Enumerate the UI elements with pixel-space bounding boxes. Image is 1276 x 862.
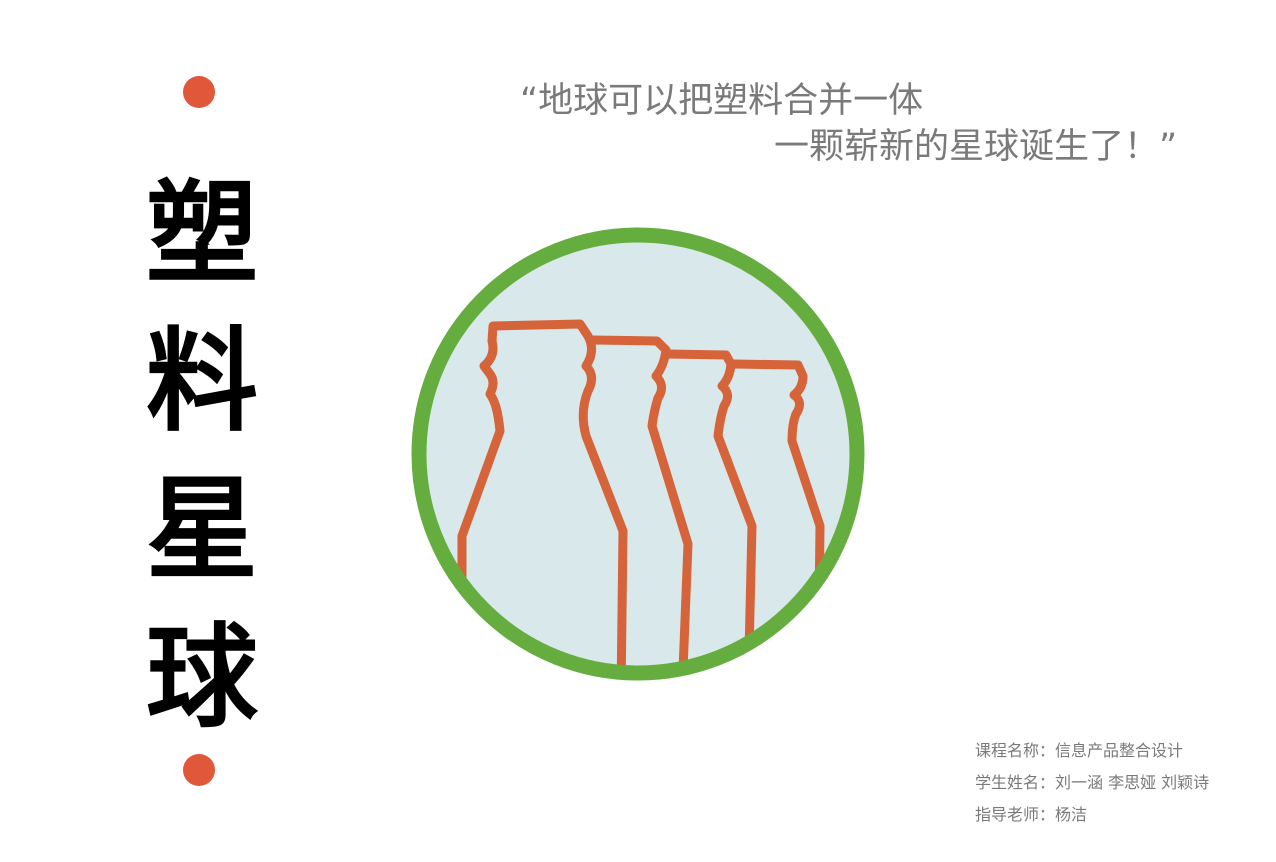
- advisor-name: 指导老师：杨洁: [975, 805, 1088, 824]
- quote-line-1: “地球可以把塑料合并一体: [520, 81, 924, 121]
- bottle-icon: [457, 319, 628, 673]
- accent-dot-bottom: [183, 754, 215, 786]
- vertical-title: 塑 料 星 球: [140, 160, 264, 752]
- planet-ring: [411, 227, 865, 681]
- credits-block: 课程名称：信息产品整合设计 学生姓名：刘一涵 李思娅 刘颖诗 指导老师：杨洁: [975, 735, 1209, 831]
- course-name: 课程名称：信息产品整合设计: [975, 741, 1184, 760]
- title-char: 塑: [146, 169, 258, 299]
- bottles-group: [457, 319, 825, 673]
- bottle-icon: [729, 359, 825, 673]
- quote-line-2: 一颗崭新的星球诞生了！”: [774, 127, 1178, 167]
- title-char: 球: [146, 613, 258, 743]
- student-names: 学生姓名：刘一涵 李思娅 刘颖诗: [975, 773, 1210, 792]
- accent-dot-top: [183, 76, 215, 108]
- title-char: 星: [146, 465, 258, 595]
- plastic-bottles-planet-icon: [411, 227, 865, 681]
- bottle-icon: [587, 335, 693, 673]
- title-char: 料: [146, 317, 258, 447]
- bottle-icon: [663, 349, 757, 673]
